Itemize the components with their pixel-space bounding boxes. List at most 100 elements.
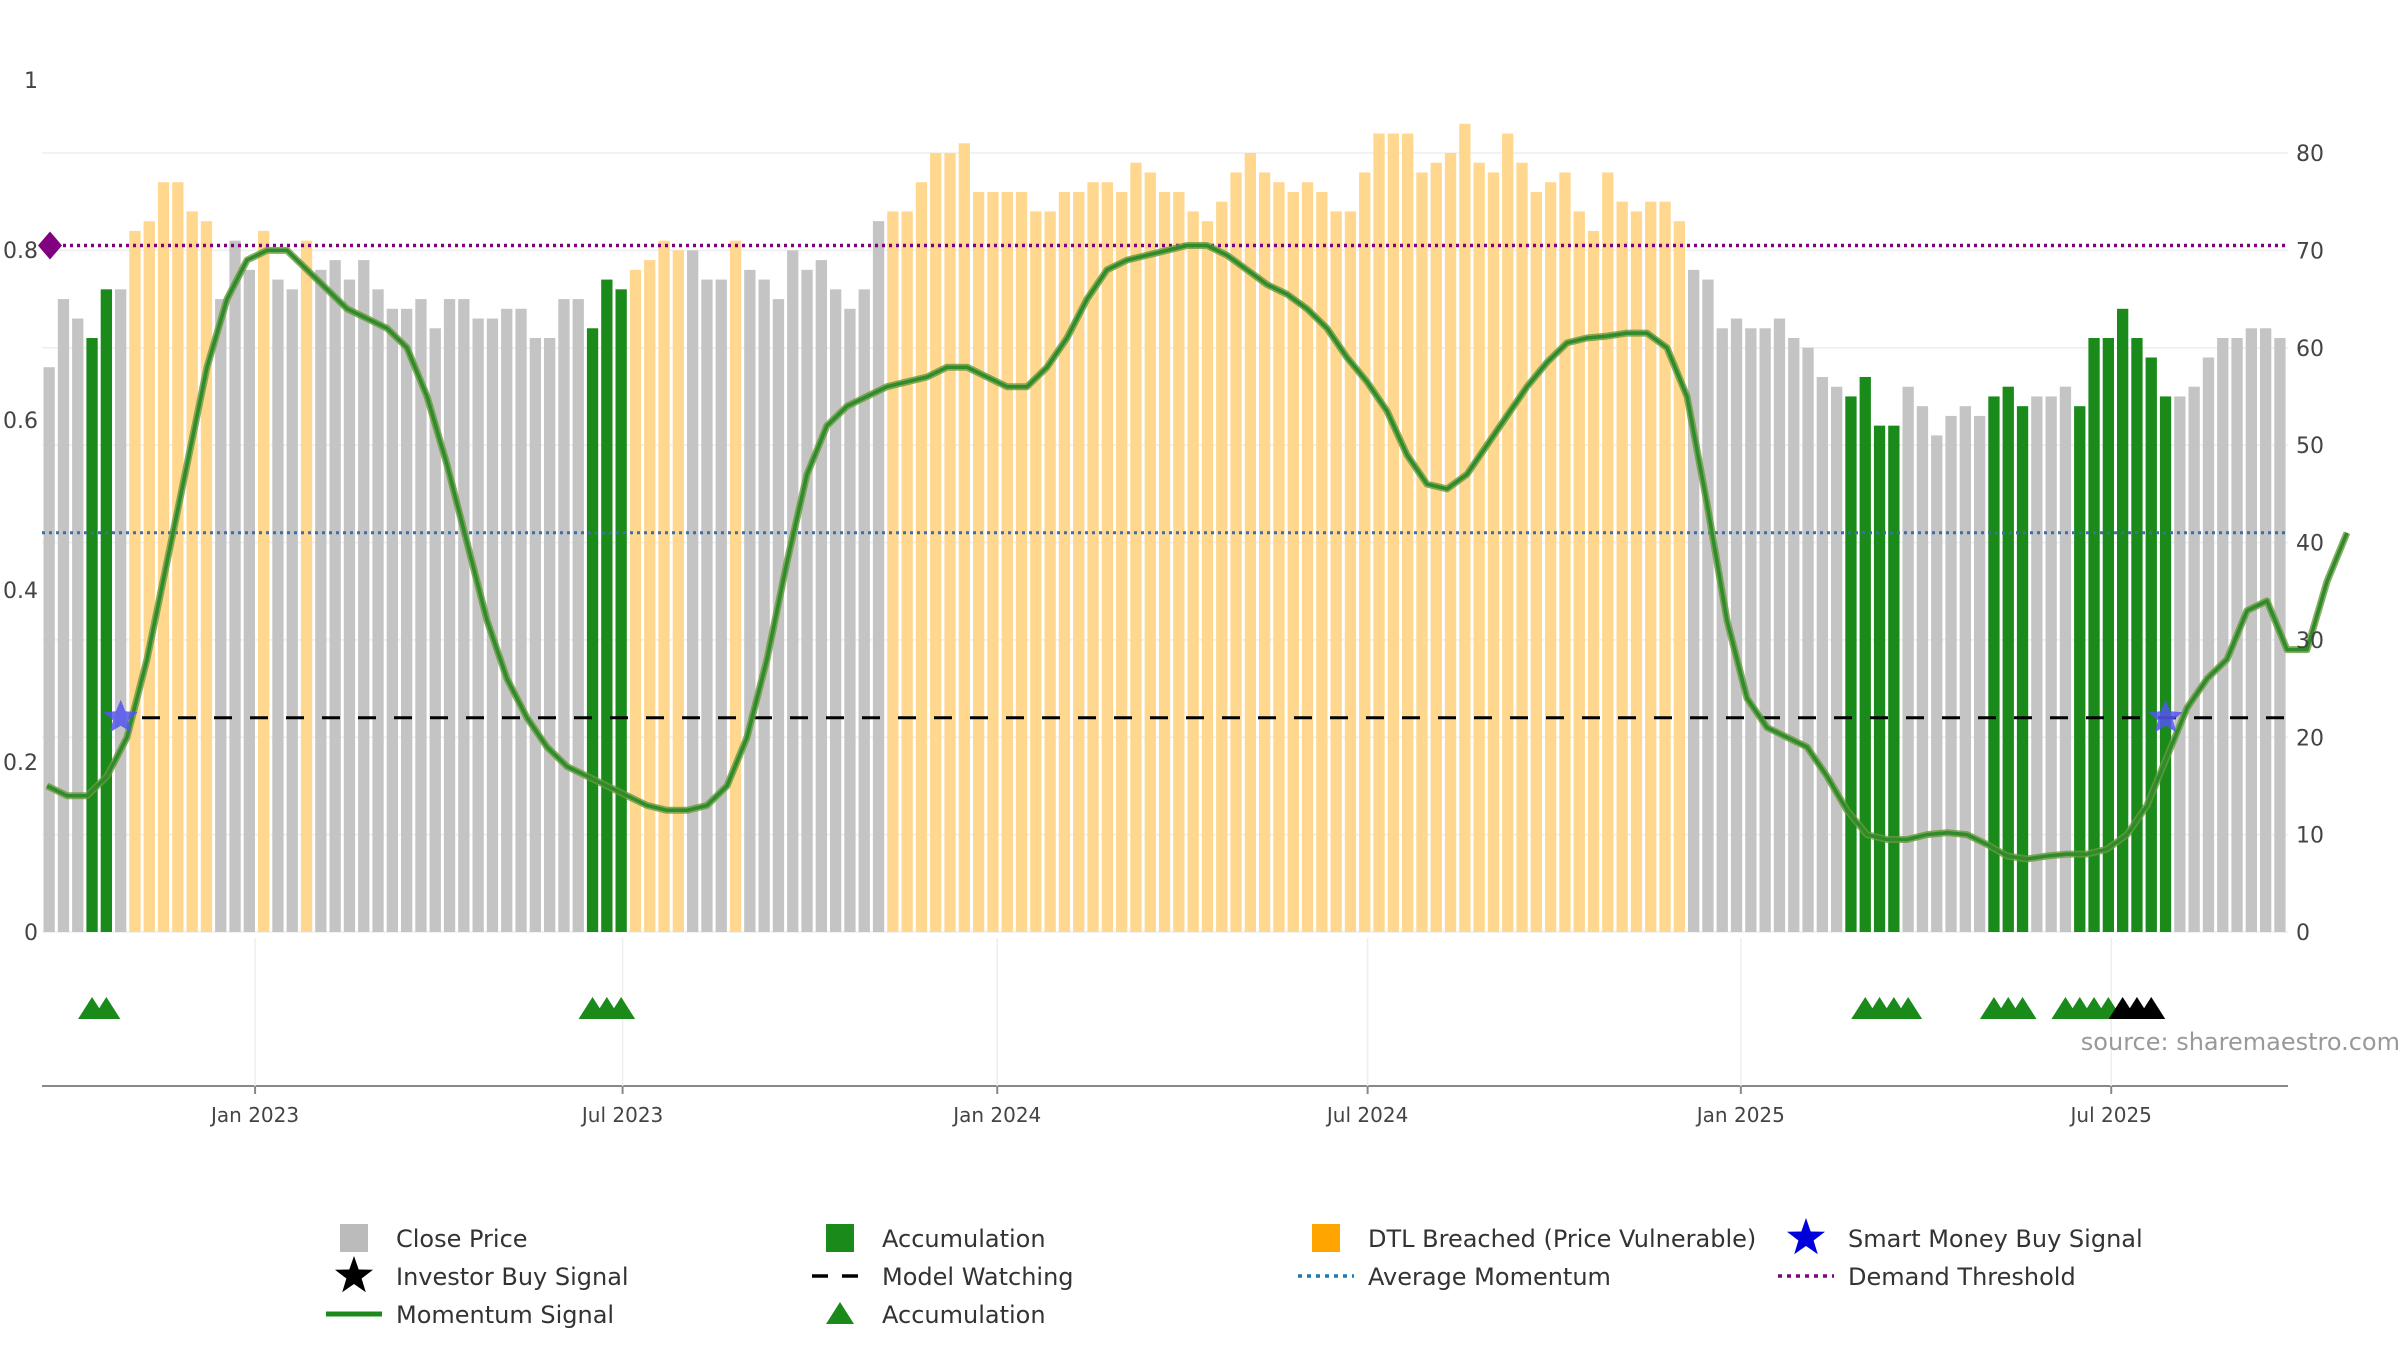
left-tick-label: 0.2 [3, 751, 38, 776]
bar-orange [129, 230, 141, 932]
bar-orange [1216, 201, 1228, 932]
bar-grey [372, 289, 384, 932]
x-tick-label: Jan 2025 [1695, 1103, 1785, 1127]
bar-grey [1773, 318, 1786, 933]
bar-grey [358, 260, 370, 932]
bar-orange [958, 143, 970, 932]
bar-grey [1816, 376, 1828, 932]
bar-orange [1259, 172, 1271, 933]
bar-grey [286, 289, 298, 932]
legend-square-icon [340, 1224, 368, 1252]
bar-orange [1058, 191, 1071, 932]
left-tick-label: 0.8 [3, 239, 38, 264]
bar-grey [1702, 279, 1714, 932]
bar-grey [858, 289, 870, 932]
legend-label: Demand Threshold [1848, 1263, 2076, 1291]
bar-grey [744, 269, 756, 933]
bar-grey [758, 279, 770, 932]
bar-grey [701, 279, 713, 932]
x-tick-label: Jan 2023 [209, 1103, 299, 1127]
bar-green [615, 289, 627, 932]
right-tick-label: 80 [2296, 142, 2324, 167]
bar-orange [1473, 162, 1485, 933]
right-tick-label: 50 [2296, 434, 2324, 459]
reference-lines [38, 231, 2288, 720]
bar-grey [443, 299, 456, 932]
bar-orange [1416, 172, 1428, 933]
legend-item: DTL Breached (Price Vulnerable) [1312, 1224, 1756, 1253]
bar-grey [529, 338, 541, 932]
bar-orange [987, 191, 999, 932]
legend-label: Smart Money Buy Signal [1848, 1225, 2143, 1253]
bar-green [2002, 386, 2014, 932]
bar-grey [1730, 318, 1743, 933]
legend-star-icon [335, 1256, 373, 1293]
bar-green [2159, 396, 2172, 932]
bar-orange [200, 221, 213, 933]
bar-orange [672, 250, 684, 932]
bar-orange [1187, 211, 1199, 933]
bar-grey [2217, 338, 2229, 932]
bar-orange [1673, 221, 1685, 933]
bar-grey [2174, 396, 2186, 932]
bar-orange [1287, 191, 1299, 932]
bar-green [2131, 338, 2143, 932]
bar-grey [343, 279, 356, 932]
bar-orange [1516, 162, 1528, 933]
accumulation-triangle [2008, 997, 2037, 1019]
bar-orange [1001, 191, 1013, 932]
bar-grey [2045, 396, 2057, 932]
bar-orange [1244, 153, 1256, 932]
bar-grey [844, 308, 856, 932]
bar-orange [1545, 182, 1557, 932]
legend-label: Model Watching [882, 1263, 1074, 1291]
bar-orange [1273, 182, 1285, 932]
right-tick-label: 0 [2296, 921, 2310, 946]
bar-orange [1144, 172, 1156, 933]
bar-orange [157, 182, 170, 932]
legend-item: Demand Threshold [1778, 1263, 2076, 1291]
bar-grey [558, 299, 570, 932]
bar-green [1888, 425, 1900, 932]
x-tick-label: Jan 2024 [951, 1103, 1041, 1127]
bar-grey [572, 299, 584, 932]
bar-grey [472, 318, 484, 933]
right-tick-label: 40 [2296, 532, 2324, 557]
bar-grey [1916, 406, 1929, 932]
accumulation-triangle [92, 997, 121, 1019]
right-tick-label: 70 [2296, 239, 2324, 264]
bar-grey [115, 289, 127, 932]
bar-orange [1173, 191, 1185, 932]
bar-orange [1659, 201, 1671, 932]
legend-label: Average Momentum [1368, 1263, 1611, 1291]
bar-grey [1745, 328, 1757, 932]
bar-orange [1630, 211, 1643, 933]
legend-label: DTL Breached (Price Vulnerable) [1368, 1225, 1756, 1253]
legend-square-icon [1312, 1224, 1340, 1252]
right-tick-label: 20 [2296, 726, 2324, 751]
bar-grey [2202, 357, 2215, 932]
legend-label: Accumulation [882, 1225, 1046, 1253]
right-tick-label: 30 [2296, 629, 2324, 654]
bar-orange [1487, 172, 1500, 933]
bar-orange [658, 240, 670, 932]
bar-grey [229, 240, 241, 932]
bar-grey [386, 308, 398, 932]
x-tick-label: Jul 2023 [580, 1103, 663, 1127]
bar-grey [1716, 328, 1728, 932]
bar-green [586, 328, 599, 932]
accumulation-triangle [607, 997, 636, 1019]
bar-orange [629, 269, 642, 933]
bar-grey [1931, 435, 1943, 932]
legend-item: Accumulation [826, 1301, 1046, 1329]
demand-threshold-marker [38, 231, 62, 260]
bar-grey [1831, 386, 1843, 932]
bar-orange [729, 240, 742, 932]
bar-grey [329, 260, 341, 932]
bar-grey [1802, 347, 1814, 932]
bar-grey [1688, 269, 1700, 933]
left-tick-label: 0.4 [3, 579, 38, 604]
bar-grey [872, 221, 885, 933]
bar-orange [1344, 211, 1357, 933]
